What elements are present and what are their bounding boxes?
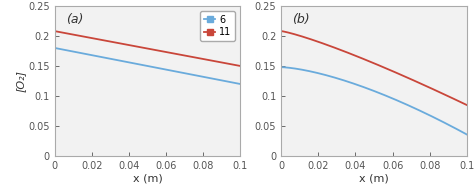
11: [237, 65, 243, 67]
11: [233, 64, 238, 66]
Line: 11: 11: [55, 31, 240, 66]
11: [162, 51, 168, 53]
6: [141, 64, 146, 66]
Legend: 6, 11: 6, 11: [200, 11, 236, 41]
11: [141, 47, 146, 49]
X-axis label: x (m): x (m): [133, 174, 162, 184]
6: [204, 76, 210, 79]
Line: 6: 6: [55, 48, 240, 84]
6: [233, 82, 238, 84]
X-axis label: x (m): x (m): [359, 174, 389, 184]
11: [204, 59, 210, 61]
6: [237, 83, 243, 85]
6: [152, 66, 158, 69]
Text: (a): (a): [66, 13, 83, 26]
Y-axis label: [O₂]: [O₂]: [15, 70, 25, 92]
11: [152, 49, 158, 51]
6: [140, 64, 146, 66]
Text: (b): (b): [292, 13, 310, 26]
11: [140, 47, 146, 49]
11: [52, 30, 57, 32]
6: [162, 68, 168, 71]
6: [52, 47, 57, 49]
